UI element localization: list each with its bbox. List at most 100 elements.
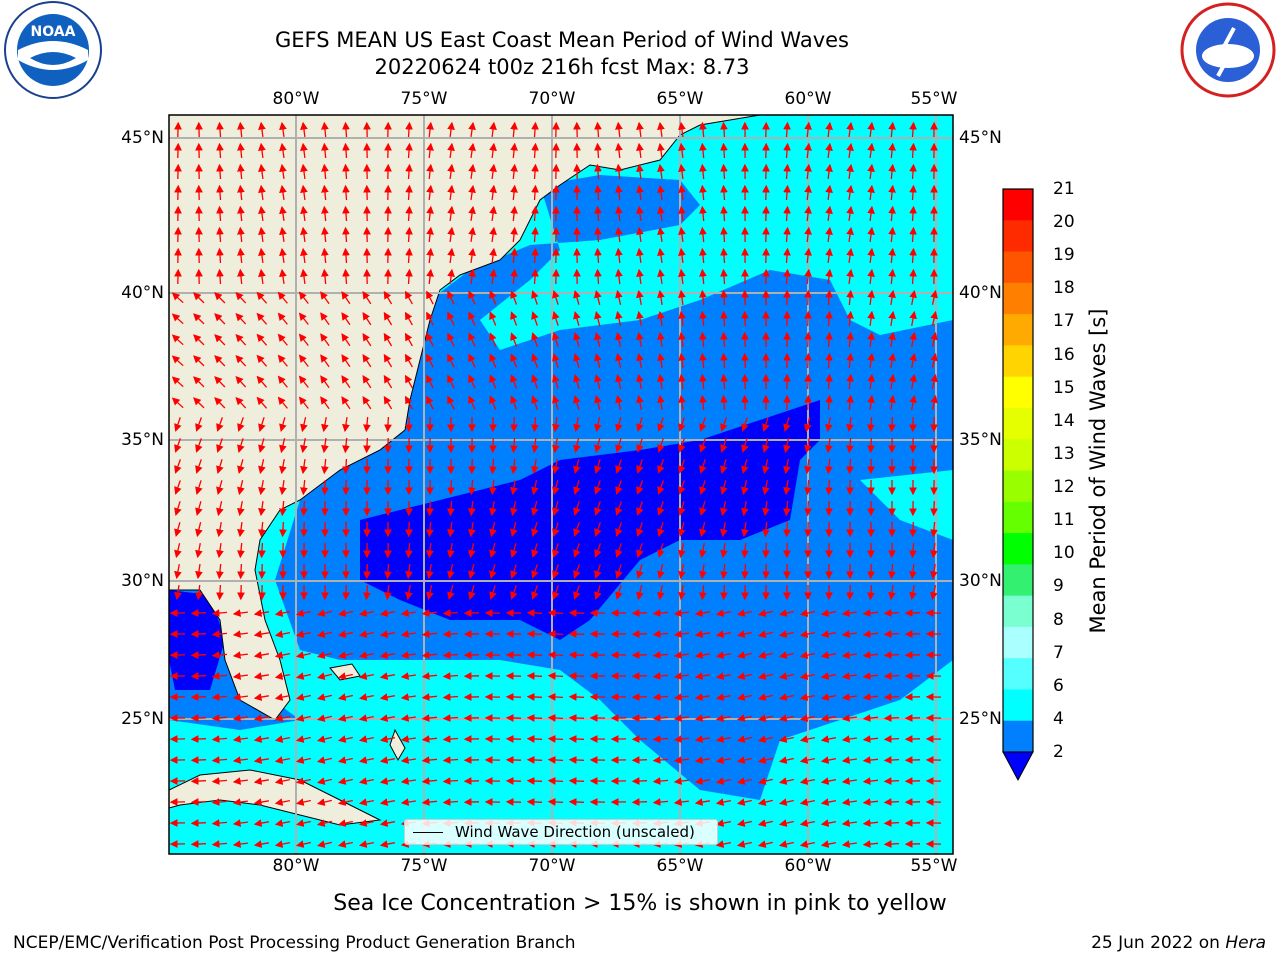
wave-direction-arrow <box>447 121 455 137</box>
wave-direction-arrow <box>421 735 438 743</box>
wave-direction-arrow <box>489 268 497 284</box>
wave-direction-arrow <box>636 564 644 579</box>
wave-direction-arrow <box>531 564 539 579</box>
wave-direction-arrow <box>778 798 794 806</box>
wave-direction-arrow <box>363 584 371 601</box>
wave-direction-arrow <box>673 672 689 680</box>
wave-direction-arrow <box>736 819 752 827</box>
wave-direction-arrow <box>804 459 812 475</box>
wave-direction-arrow <box>526 651 543 659</box>
wave-direction-arrow <box>232 672 248 680</box>
wave-direction-arrow <box>841 756 857 764</box>
wave-direction-arrow <box>883 714 900 722</box>
wave-direction-arrow <box>804 142 812 159</box>
wave-direction-arrow <box>526 609 543 617</box>
wave-direction-arrow <box>379 609 396 617</box>
wave-direction-arrow <box>631 735 648 743</box>
wave-direction-arrow <box>489 522 497 538</box>
wave-direction-arrow <box>279 268 287 284</box>
wave-direction-arrow <box>631 609 648 617</box>
wave-direction-arrow <box>552 585 560 600</box>
wave-direction-arrow <box>237 247 245 264</box>
wave-direction-arrow <box>174 459 182 474</box>
lat-tick-left-40n: 40°N <box>121 283 164 303</box>
wave-direction-arrow <box>531 311 539 326</box>
wave-direction-arrow <box>888 163 896 180</box>
wave-direction-arrow <box>615 121 623 138</box>
wave-direction-arrow <box>171 397 184 409</box>
wave-direction-arrow <box>573 332 581 347</box>
wave-direction-arrow <box>636 310 644 327</box>
wave-direction-arrow <box>547 693 564 701</box>
wave-direction-arrow <box>930 585 938 601</box>
legend-line-swatch <box>413 831 443 833</box>
wave-direction-arrow <box>214 313 226 325</box>
wave-direction-arrow <box>678 247 686 263</box>
colorbar-tick-label: 13 <box>1053 443 1075 464</box>
wave-direction-arrow <box>657 163 665 179</box>
wave-direction-arrow <box>400 735 416 743</box>
colorbar-segment <box>1003 626 1033 659</box>
wave-direction-arrow <box>258 205 266 221</box>
wave-direction-arrow <box>274 609 291 617</box>
wave-direction-arrow <box>736 693 752 701</box>
wave-direction-arrow <box>258 521 266 538</box>
wave-direction-arrow <box>489 395 497 410</box>
wave-direction-arrow <box>631 651 648 659</box>
wave-direction-arrow <box>253 819 270 827</box>
wave-direction-arrow <box>804 352 812 369</box>
wave-direction-arrow <box>757 777 773 785</box>
wave-direction-arrow <box>736 609 752 617</box>
wave-direction-arrow <box>337 672 353 680</box>
wave-direction-arrow <box>699 205 707 222</box>
wave-direction-arrow <box>699 310 707 327</box>
wave-direction-arrow <box>757 798 773 806</box>
wave-direction-arrow <box>846 310 854 327</box>
wave-direction-arrow <box>510 353 518 368</box>
wave-direction-arrow <box>274 735 291 743</box>
colorbar-tick-label: 14 <box>1053 410 1075 431</box>
wave-direction-arrow <box>321 268 329 285</box>
wave-direction-arrow <box>235 375 247 388</box>
wave-direction-arrow <box>552 395 560 410</box>
wave-direction-arrow <box>214 292 226 304</box>
wave-direction-arrow <box>568 756 585 764</box>
wave-direction-arrow <box>636 352 644 369</box>
wave-direction-arrow <box>214 376 226 388</box>
wave-direction-arrow <box>426 205 434 222</box>
wave-direction-arrow <box>216 438 224 453</box>
wave-direction-arrow <box>862 651 879 659</box>
wave-direction-arrow <box>171 376 184 388</box>
wave-direction-arrow <box>678 310 686 326</box>
wave-direction-arrow <box>531 121 539 138</box>
wave-direction-arrow <box>804 373 812 390</box>
wave-direction-arrow <box>783 184 791 201</box>
wave-direction-arrow <box>799 798 816 806</box>
wave-direction-arrow <box>237 417 245 432</box>
wave-direction-arrow <box>883 672 900 680</box>
wave-direction-arrow <box>274 840 291 848</box>
wave-direction-arrow <box>699 268 707 285</box>
wave-direction-arrow <box>930 289 938 305</box>
wave-direction-arrow <box>358 609 374 617</box>
wave-direction-arrow <box>442 630 459 638</box>
wave-direction-arrow <box>510 459 518 475</box>
wave-direction-arrow <box>615 501 623 516</box>
wave-direction-arrow <box>211 609 228 617</box>
wave-direction-arrow <box>193 313 205 325</box>
wave-direction-arrow <box>573 459 581 475</box>
wave-direction-arrow <box>825 458 833 475</box>
wave-direction-arrow <box>426 585 434 601</box>
wave-direction-arrow <box>825 352 833 369</box>
wave-direction-arrow <box>594 394 602 410</box>
wave-direction-arrow <box>421 714 438 722</box>
wave-direction-arrow <box>715 840 732 848</box>
wave-direction-arrow <box>531 480 539 496</box>
wave-direction-arrow <box>298 354 309 367</box>
wave-direction-arrow <box>846 163 854 179</box>
wave-direction-arrow <box>573 374 581 389</box>
wave-direction-arrow <box>258 184 266 200</box>
wave-direction-arrow <box>846 352 854 369</box>
wave-direction-arrow <box>342 205 350 222</box>
